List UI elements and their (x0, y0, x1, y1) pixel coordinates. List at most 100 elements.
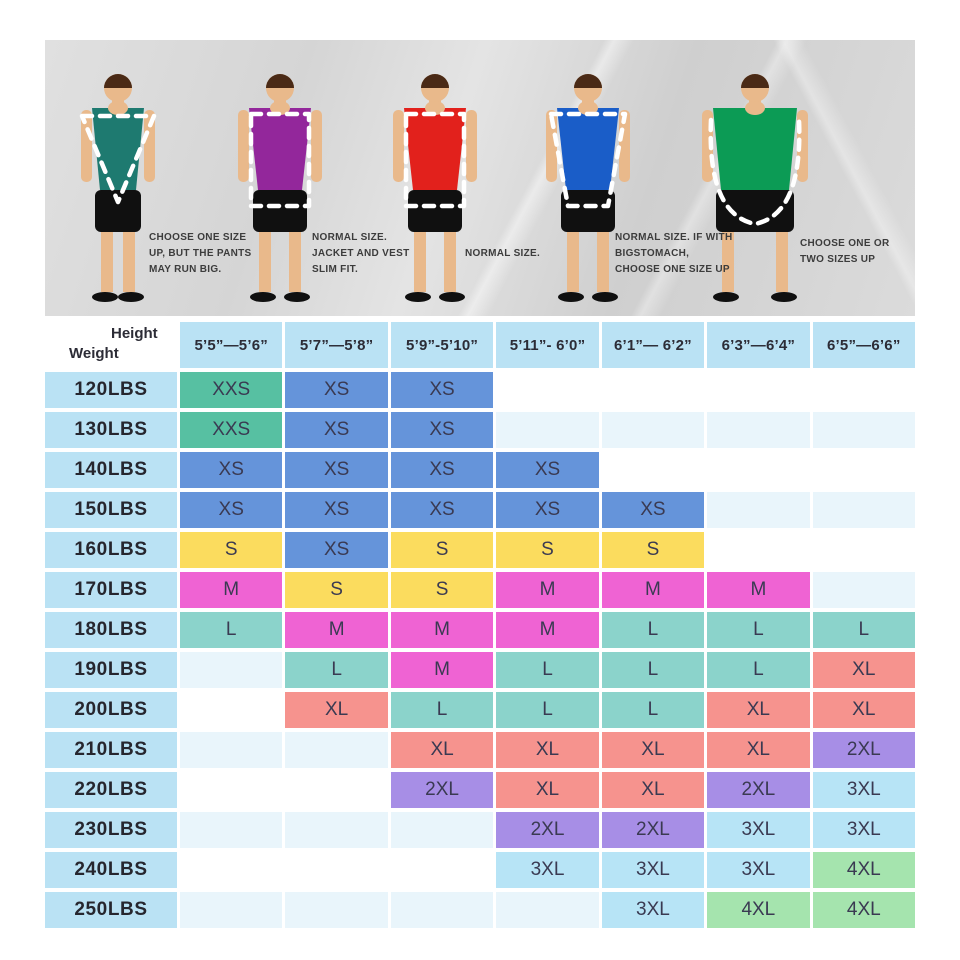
height-header: 5’5”—5’6” (180, 322, 283, 368)
size-cell: L (601, 612, 705, 648)
shoe (558, 292, 584, 302)
size-cell: 2XL (707, 772, 810, 808)
size-cell: XS (496, 452, 599, 488)
empty-cell (812, 412, 915, 448)
size-cell: 3XL (496, 852, 599, 888)
size-cell: XS (285, 492, 388, 528)
empty-cell (180, 772, 282, 808)
height-header: 6’5”—6’6” (812, 322, 915, 368)
empty-cell (285, 772, 387, 808)
dashed-triangle-outline (79, 113, 157, 205)
size-cell: L (812, 612, 915, 648)
shorts (561, 190, 615, 232)
weight-label: 140LBS (45, 452, 177, 488)
empty-cell (180, 852, 282, 888)
size-cell: XL (707, 732, 810, 768)
weight-label: 120LBS (45, 372, 177, 408)
size-cell: M (707, 572, 810, 608)
weight-label: 130LBS (45, 412, 177, 448)
size-cell: 3XL (812, 812, 915, 848)
figure-slim-build (48, 64, 188, 314)
dashed-round-outline (708, 117, 802, 227)
tank-top (713, 108, 797, 190)
empty-cell (812, 572, 915, 608)
figure-taper-build (518, 64, 658, 314)
size-cell: 3XL (601, 852, 705, 888)
size-cell: 2XL (496, 812, 599, 848)
size-cell: 2XL (390, 772, 494, 808)
size-cell: XL (707, 692, 810, 728)
size-cell: S (496, 532, 599, 568)
size-cell: XS (496, 492, 599, 528)
size-cell: XL (812, 692, 915, 728)
size-cell: M (390, 612, 494, 648)
size-cell: XL (285, 692, 388, 728)
empty-cell (285, 732, 388, 768)
empty-cell (813, 372, 915, 408)
empty-cell (496, 412, 599, 448)
size-cell: M (390, 652, 494, 688)
figure-normal-build (365, 64, 505, 314)
dashed-rect-outline (403, 111, 467, 209)
shoe (250, 292, 276, 302)
size-cell: 4XL (812, 892, 915, 928)
size-cell: 3XL (812, 772, 915, 808)
size-cell: L (601, 652, 705, 688)
size-cell: XS (390, 452, 494, 488)
size-cell: L (707, 612, 810, 648)
size-cell: XS (180, 492, 283, 528)
axis-corner-cell: Height Weight (45, 322, 177, 368)
empty-cell (707, 412, 810, 448)
size-cell: 4XL (812, 852, 915, 888)
weight-label: 150LBS (45, 492, 177, 528)
empty-cell (707, 532, 809, 568)
shoe (405, 292, 431, 302)
weight-label: 170LBS (45, 572, 177, 608)
empty-cell (707, 492, 810, 528)
dashed-rect-outline (248, 111, 312, 209)
fit-note-taper: NORMAL SIZE. IF WITH BIGSTOMACH, CHOOSE … (615, 232, 733, 275)
size-cell: M (496, 612, 599, 648)
tank-top (92, 108, 144, 190)
empty-cell (390, 892, 494, 928)
empty-cell (390, 812, 494, 848)
size-cell: XL (601, 732, 705, 768)
size-cell: L (707, 652, 810, 688)
empty-cell (285, 852, 387, 888)
size-cell: XXS (180, 372, 283, 408)
size-cell: L (390, 692, 494, 728)
weight-label: 200LBS (45, 692, 177, 728)
weight-label: 240LBS (45, 852, 177, 888)
size-cell: L (496, 652, 599, 688)
size-cell: S (285, 572, 388, 608)
size-cell: 3XL (707, 852, 810, 888)
empty-cell (601, 412, 705, 448)
size-cell: XS (285, 412, 388, 448)
fit-note-big: CHOOSE ONE OR TWO SIZES UP (800, 238, 890, 265)
empty-cell (285, 812, 388, 848)
shoe (92, 292, 118, 302)
size-cell: XS (390, 412, 494, 448)
size-cell: 3XL (601, 892, 705, 928)
size-table: Height Weight 5’5”—5’6” 5’7”—5’8” 5’9”-5’10”… (45, 322, 915, 928)
empty-cell (812, 492, 915, 528)
size-cell: 2XL (812, 732, 915, 768)
shoe (118, 292, 144, 302)
tank-top (249, 108, 311, 190)
dashed-taper-outline (548, 111, 628, 209)
shorts (95, 190, 141, 232)
size-cell: L (496, 692, 599, 728)
height-header: 5’7”—5’8” (285, 322, 388, 368)
size-cell: M (180, 572, 283, 608)
taper-build-figure (546, 74, 630, 302)
height-header: 5’11”- 6’0” (496, 322, 599, 368)
size-cell: XL (390, 732, 494, 768)
normal-build-figure (393, 74, 477, 302)
shoe (284, 292, 310, 302)
size-cell: S (390, 532, 494, 568)
height-header: 6’3”—6’4” (707, 322, 810, 368)
empty-cell (391, 852, 493, 888)
empty-cell (180, 692, 282, 728)
size-cell: 4XL (707, 892, 810, 928)
fit-note-slim: CHOOSE ONE SIZE UP, BUT THE PANTS MAY RU… (149, 232, 252, 275)
